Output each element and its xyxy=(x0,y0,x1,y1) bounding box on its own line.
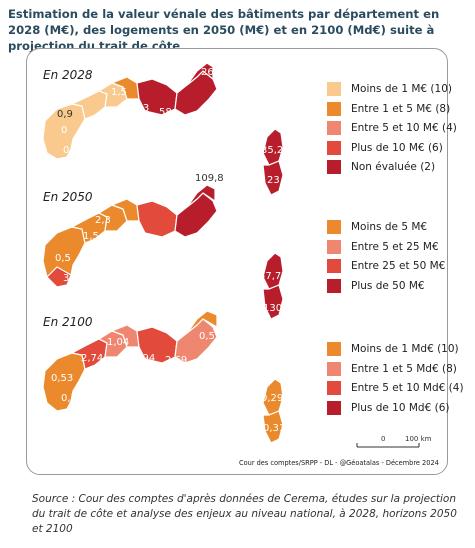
scale-label: 100 km xyxy=(405,435,432,443)
region-2050-corse-nord xyxy=(262,252,284,290)
legend-2100-label-2: Entre 5 et 10 Md€ (4) xyxy=(351,382,464,394)
region-2100-corse-nord xyxy=(262,378,284,416)
value-2050-ne: 109,8 xyxy=(195,173,224,184)
value-2028-po: 0,7 xyxy=(63,145,79,156)
period-label-2050: En 2050 xyxy=(43,190,93,204)
map-2028: 0,9 1,5 0 0,7 11,3 58 26,1 35,2 23 xyxy=(42,62,284,196)
legend-2050-label-2: Entre 25 et 50 M€ xyxy=(351,260,446,272)
legend-2028-swatch-2 xyxy=(327,121,341,135)
value-2028-aude: 0 xyxy=(61,125,67,136)
region-2028-ne xyxy=(186,62,214,86)
value-2050-var: 49,2 xyxy=(123,231,145,242)
value-2100-aude: 0,53 xyxy=(51,373,73,384)
source-note: Source : Cour des comptes d'après donnée… xyxy=(32,493,457,535)
value-2100-bdr: 1,94 xyxy=(133,353,155,364)
value-2050-corse-sud: 130 xyxy=(263,303,282,314)
legend-2100-swatch-2 xyxy=(327,381,341,395)
map-credit: Cour des comptes/SRPP - DL - @Géoatalas … xyxy=(239,459,439,467)
value-2028-am: 58 xyxy=(159,107,172,118)
value-2028-ne: 26,1 xyxy=(201,67,223,78)
value-2028-corse-sud: 23 xyxy=(267,175,280,186)
value-2028-bdr: 1,5 xyxy=(111,87,127,98)
value-2050-aude: 0,5 xyxy=(55,253,71,264)
value-2100-ne: 0,52 xyxy=(199,331,221,342)
value-2050-gard: 2,3 xyxy=(95,215,111,226)
legend-2028-swatch-0 xyxy=(327,82,341,96)
legend-2050-swatch-0 xyxy=(327,220,341,234)
value-2050-corse-nord: 57,7 xyxy=(259,271,281,282)
legend-2028-label-0: Moins de 1 M€ (10) xyxy=(351,83,452,95)
legend-2100-label-0: Moins de 1 Md€ (10) xyxy=(351,343,459,355)
region-2100-corse-sud xyxy=(262,410,284,444)
value-2100-gard: 1,04 xyxy=(107,337,129,348)
legend-2050-label-3: Plus de 50 M€ xyxy=(351,279,425,292)
legend-2050-swatch-3 xyxy=(327,278,341,293)
region-2100-ne xyxy=(186,310,218,334)
legend-2100-swatch-0 xyxy=(327,342,341,356)
period-label-2028: En 2028 xyxy=(43,68,93,82)
legend-2100-label-1: Entre 1 et 5 Md€ (8) xyxy=(351,362,457,375)
legend-2028-label-3: Plus de 10 M€ (6) xyxy=(351,141,443,154)
value-2100-po: 0,5 xyxy=(61,393,77,404)
value-2028-corse-nord: 35,2 xyxy=(261,145,283,156)
map-2050: 2,3 1,5 0,5 34 49,2 198,6 109,8 57,7 130 xyxy=(42,173,284,320)
value-2050-am: 198,6 xyxy=(163,235,192,246)
value-2028-west: 0,9 xyxy=(57,109,73,120)
region-2050-am xyxy=(174,192,218,238)
legend-2050-swatch-1 xyxy=(327,239,341,254)
legend-2028-label-2: Entre 5 et 10 M€ (4) xyxy=(351,122,457,134)
value-2100-corse-sud: 0,31 xyxy=(263,423,285,434)
legend-2100-swatch-3 xyxy=(327,400,341,415)
region-2100-am xyxy=(174,318,218,364)
period-label-2100: En 2100 xyxy=(43,315,93,329)
region-2050-ne xyxy=(186,184,216,208)
value-2100-corse-nord: 0,29 xyxy=(261,393,283,404)
map-panel: En 2028 En 2050 En 2100 0,9 1,5 0 0,7 11… xyxy=(26,48,464,475)
region-2028-corse-nord xyxy=(262,128,284,166)
legend-2028-swatch-1 xyxy=(327,101,341,116)
map-svg: 0,9 1,5 0 0,7 11,3 58 26,1 35,2 23 2,3 1… xyxy=(42,62,420,448)
region-2050-po xyxy=(46,266,72,288)
legend-2028-label-1: Entre 1 et 5 M€ (8) xyxy=(351,102,451,115)
region-2028-corse-sud xyxy=(262,160,284,196)
value-2050-herault: 1,5 xyxy=(83,231,99,242)
map-title: Estimation de la valeur vénale des bâtim… xyxy=(8,7,440,53)
value-2100-var: 2,69 xyxy=(165,355,187,366)
region-2050-corse-sud xyxy=(262,284,284,320)
value-2050-po: 34 xyxy=(63,273,76,284)
legend-2050-label-1: Entre 5 et 25 M€ xyxy=(351,240,439,253)
legend-2028-swatch-4 xyxy=(327,160,341,174)
legend-2028-swatch-3 xyxy=(327,140,341,155)
value-2028-var: 11,3 xyxy=(127,103,149,114)
legend-2050-swatch-2 xyxy=(327,259,341,273)
value-2100-herault: 2,74 xyxy=(81,353,103,364)
map-2100: 1,04 2,74 1,94 2,69 0,52 0,53 0,5 0,29 0… xyxy=(42,310,285,444)
legend-2028-label-4: Non évaluée (2) xyxy=(351,161,436,173)
scale-zero: 0 xyxy=(381,435,386,443)
scale-bar xyxy=(356,443,420,448)
legend-2100-label-3: Plus de 10 Md€ (6) xyxy=(351,401,450,414)
legend-2050-label-0: Moins de 5 M€ xyxy=(351,221,428,233)
legend-2100-swatch-1 xyxy=(327,361,341,376)
